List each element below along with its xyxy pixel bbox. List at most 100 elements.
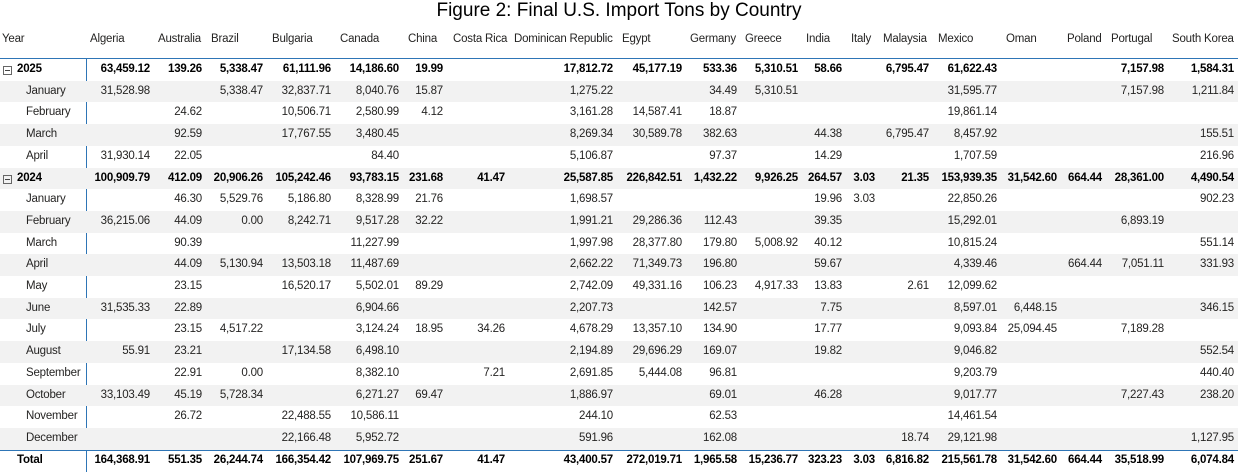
cell-value: 166,354.42 [275, 453, 331, 466]
cell-value: 1,127.95 [1190, 431, 1234, 444]
cell-value: 3,161.28 [569, 106, 613, 119]
cell-value: 8,328.99 [355, 193, 399, 206]
cell-value: 902.23 [1200, 193, 1234, 206]
row-label: January [26, 193, 66, 206]
column-header: Egypt [622, 33, 651, 45]
cell-value: 34.49 [709, 84, 737, 97]
cell-value: 41.47 [477, 171, 505, 184]
cell-value: 13,503.18 [281, 258, 332, 271]
cell-value: 19.96 [814, 193, 842, 206]
cell-value: 10,815.24 [947, 236, 998, 249]
cell-value: 664.44 [1068, 258, 1102, 271]
cell-value: 155.51 [1200, 128, 1234, 141]
cell-value: 22,850.26 [947, 193, 998, 206]
cell-value: 3.03 [853, 193, 875, 206]
cell-value: 4.12 [421, 106, 443, 119]
cell-value: 591.96 [579, 431, 613, 444]
cell-value: 89.29 [415, 280, 443, 292]
cell-value: 45,177.19 [632, 63, 683, 75]
row-label: December [26, 431, 78, 444]
row-label: 2025 [17, 63, 42, 75]
expand-icon [3, 174, 12, 184]
cell-value: 331.93 [1200, 258, 1234, 271]
header-rule [0, 58, 1238, 59]
cell-value: 4,917.33 [754, 280, 798, 292]
cell-value: 93,783.15 [349, 171, 400, 184]
cell-value: 5,008.92 [754, 236, 798, 249]
cell-value: 69.01 [709, 388, 737, 401]
column-header: China [408, 33, 438, 45]
column-header: Italy [851, 33, 872, 45]
cell-value: 46.30 [174, 193, 202, 206]
cell-value: 96.81 [709, 366, 737, 379]
row-band [0, 384, 1238, 407]
row-label: May [26, 280, 48, 292]
column-header: Germany [690, 33, 736, 45]
cell-value: 7,227.43 [1120, 388, 1164, 401]
row-band [0, 427, 1238, 450]
cell-value: 5,310.51 [754, 84, 798, 97]
cell-value: 179.80 [703, 236, 737, 249]
column-header: Poland [1067, 33, 1102, 45]
cell-value: 6,904.66 [355, 301, 399, 314]
expand-icon [3, 66, 12, 75]
cell-value: 169.07 [703, 345, 737, 358]
cell-value: 134.90 [703, 323, 737, 336]
cell-value: 5,444.08 [638, 366, 682, 379]
cell-value: 8,457.92 [953, 128, 997, 141]
cell-value: 2,742.09 [569, 280, 613, 292]
cell-value: 12,099.62 [947, 280, 998, 292]
cell-value: 7,189.28 [1120, 323, 1164, 336]
cell-value: 9,046.82 [953, 345, 997, 358]
cell-value: 55.91 [122, 345, 150, 358]
cell-value: 17,767.55 [281, 128, 332, 141]
cell-value: 71,349.73 [632, 258, 683, 271]
row-band [0, 124, 1238, 146]
cell-value: 97.37 [709, 149, 737, 162]
cell-value: 90.39 [174, 236, 202, 249]
cell-value: 100,909.79 [94, 171, 150, 184]
cell-value: 15,292.01 [947, 214, 998, 227]
cell-value: 142.57 [703, 301, 737, 314]
cell-value: 107,969.75 [343, 453, 399, 466]
cell-value: 61,622.43 [947, 63, 998, 75]
cell-value: 15.87 [415, 84, 443, 97]
cell-value: 14.29 [814, 149, 842, 162]
cell-value: 10,586.11 [350, 410, 399, 423]
cell-value: 6,816.82 [885, 453, 929, 466]
cell-value: 17,134.58 [281, 345, 332, 358]
cell-value: 16,520.17 [281, 280, 332, 292]
row-label: August [26, 345, 61, 358]
cell-value: 31,595.77 [947, 84, 998, 97]
cell-value: 7.21 [483, 366, 505, 379]
cell-value: 6,074.84 [1190, 453, 1234, 466]
cell-value: 3.03 [853, 171, 875, 184]
cell-value: 29,121.98 [947, 431, 998, 444]
cell-value: 1,707.59 [953, 149, 997, 162]
cell-value: 92.59 [174, 128, 202, 141]
row-band [0, 341, 1238, 363]
cell-value: 14,186.60 [349, 63, 400, 75]
cell-value: 5,338.47 [219, 63, 263, 75]
cell-value: 1,997.98 [569, 236, 613, 249]
cell-value: 1,275.22 [569, 84, 613, 97]
cell-value: 551.35 [168, 453, 202, 466]
cell-value: 664.44 [1068, 453, 1102, 466]
cell-value: 40.12 [814, 236, 842, 249]
column-header: Greece [745, 33, 782, 45]
cell-value: 1,991.21 [569, 214, 613, 227]
cell-value: 1,432.22 [693, 171, 737, 184]
cell-value: 19.82 [814, 345, 842, 358]
cell-value: 2,207.73 [569, 301, 613, 314]
cell-value: 106.23 [703, 280, 737, 292]
cell-value: 25,094.45 [1007, 323, 1058, 336]
cell-value: 162.08 [703, 431, 737, 444]
cell-value: 11,487.69 [350, 258, 399, 271]
cell-value: 49,331.16 [632, 280, 683, 292]
column-header: India [806, 33, 830, 45]
column-header: Oman [1006, 33, 1037, 45]
cell-value: 1,965.58 [693, 453, 737, 466]
cell-value: 22.89 [174, 301, 202, 314]
row-band [0, 167, 1238, 190]
cell-value: 46.28 [814, 388, 842, 401]
